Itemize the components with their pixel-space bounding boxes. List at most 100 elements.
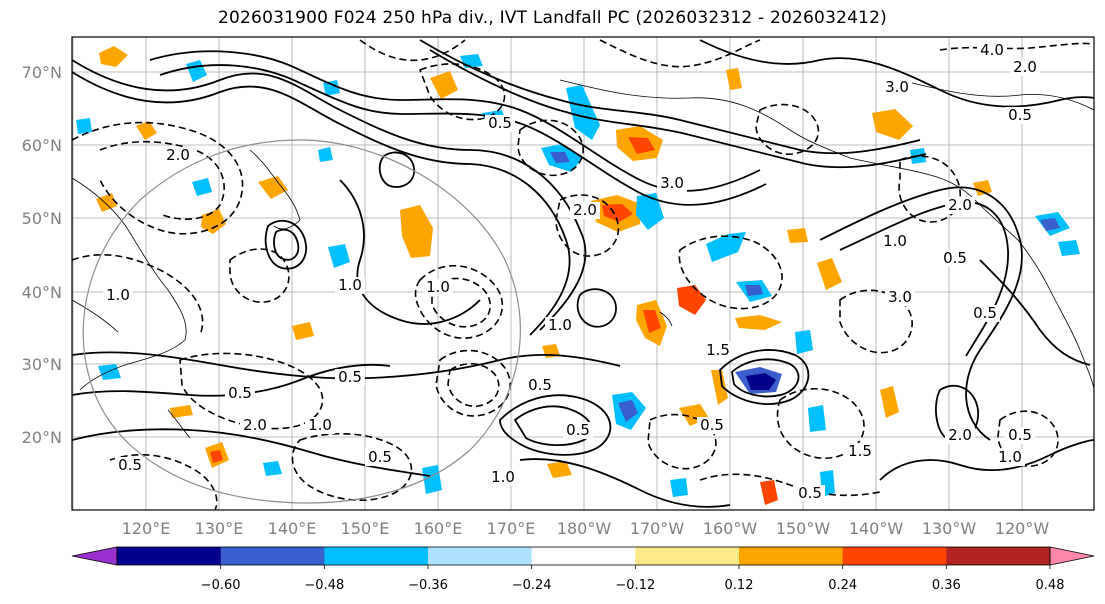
shade-patch	[677, 285, 706, 315]
contour-label-bg	[795, 485, 825, 502]
dashed-contour	[418, 63, 506, 121]
solid-contour	[378, 151, 415, 188]
lat-label: 40°N	[22, 283, 62, 302]
dashed-contour	[109, 454, 218, 510]
solid-contour	[519, 458, 731, 508]
dashed-contour	[99, 140, 225, 220]
shade-patch	[760, 480, 778, 505]
colorbar-segment	[635, 547, 740, 565]
contour-label-bg	[995, 449, 1025, 466]
coastline-kamchatka	[249, 149, 301, 230]
contour-label: 1.0	[491, 468, 515, 486]
map-frame	[71, 36, 1095, 511]
colorbar-segment	[946, 547, 1051, 565]
coastline-arctic	[899, 79, 1094, 111]
contour-label-bg	[977, 42, 1007, 59]
colorbar-tick-label: −0.12	[615, 578, 655, 593]
colorbar-tick-label: 0.36	[932, 578, 961, 593]
solid-contour	[339, 179, 481, 325]
shade-patch	[98, 364, 121, 380]
solid-contour	[979, 259, 1091, 366]
shade-patch	[170, 405, 193, 418]
contour-label: 0.5	[488, 114, 512, 132]
contour-label-bg	[703, 342, 733, 359]
contour-label: 2.0	[948, 196, 972, 214]
range-ring	[82, 139, 521, 504]
map-layers: 4.0 3.0 2.0 0.5 0.5 1.0 1.0 0.5 2.0 2.0 1.0 3.0 0.5 0…	[72, 37, 1094, 510]
dashed-contour	[447, 363, 500, 407]
contour-label: 2.0	[1013, 58, 1037, 76]
contour-label: 3.0	[660, 174, 684, 192]
colorbar-segment	[531, 547, 636, 565]
dashed-contour	[72, 254, 204, 336]
colorbar-extend-high	[1049, 546, 1095, 566]
colorbar-tick-label: 0.12	[725, 578, 754, 593]
colorbar-segment	[428, 547, 533, 565]
shade-patch	[643, 310, 661, 333]
colorbar-tick-label: −0.24	[512, 578, 552, 593]
contour-label-bg	[845, 443, 875, 460]
shade-patch	[735, 315, 782, 330]
shade-patch	[872, 109, 913, 140]
shade-patch	[711, 370, 728, 405]
shade-patch	[745, 285, 763, 296]
lon-label: 140°E	[268, 519, 317, 538]
dashed-contour	[179, 352, 324, 430]
coastline-asia	[72, 177, 187, 391]
contour-label-bg	[485, 115, 515, 132]
shade-patch	[602, 204, 633, 222]
shade-patch	[430, 71, 458, 99]
dashed-contour	[599, 39, 761, 68]
contour-label-bg	[1005, 107, 1035, 124]
shade-patch	[136, 121, 157, 140]
contour-label-bg	[103, 287, 133, 304]
contour-label: 4.0	[980, 41, 1004, 59]
dashed-contour	[939, 42, 1094, 51]
shade-patch	[706, 232, 746, 262]
contour-label-bg	[1005, 427, 1035, 444]
colorbar-tick-label: −0.60	[201, 578, 241, 593]
coastline-north-america	[974, 199, 1094, 391]
contour-label-bg	[335, 277, 365, 294]
shade-patch	[726, 68, 742, 90]
colorbar-segment	[324, 547, 429, 565]
contour-label-bg	[940, 250, 970, 267]
contour-label: 2.0	[573, 201, 597, 219]
lon-label: 180°W	[557, 519, 612, 538]
solid-contour	[273, 228, 300, 261]
contour-label: 0.5	[368, 448, 392, 466]
contour-label-bg	[945, 197, 975, 214]
solid-contour	[159, 64, 767, 206]
contour-label: 2.0	[166, 146, 190, 164]
contour-label-bg	[365, 449, 395, 466]
dashed-contour	[359, 39, 466, 62]
shade-patch	[263, 461, 282, 476]
contour-label-bg	[335, 369, 365, 386]
colorbar: −0.60 −0.48 −0.36 −0.24 −0.12 0.12 0.24 0.36 0.4…	[71, 546, 1095, 593]
lon-label: 170°E	[487, 519, 536, 538]
shade-patch	[323, 80, 340, 96]
contour-label: 1.0	[106, 286, 130, 304]
colorbar-tick-label: −0.48	[304, 578, 344, 593]
shade-patch	[422, 465, 442, 494]
shade-patch	[550, 152, 570, 163]
contour-label: 0.5	[118, 456, 142, 474]
lon-label: 150°E	[341, 519, 390, 538]
colorbar-segment	[739, 547, 844, 565]
coastline-alaska	[559, 79, 976, 201]
solid-contour	[72, 428, 431, 477]
solid-contour	[72, 71, 571, 336]
colorbar-tick-label: 0.24	[828, 578, 857, 593]
dashed-contour	[647, 413, 717, 470]
coastline-islands	[167, 311, 673, 439]
shade-patch	[258, 176, 288, 199]
shade-patch	[795, 330, 813, 354]
solid-contour	[264, 219, 308, 270]
contour-label-bg	[240, 417, 270, 434]
colorbar-segment	[220, 547, 325, 565]
contour-label: 0.5	[700, 416, 724, 434]
shade-patch	[1040, 218, 1060, 231]
contour-label-bg	[657, 175, 687, 192]
contour-label-bg	[163, 147, 193, 164]
shade-patch	[210, 450, 223, 463]
